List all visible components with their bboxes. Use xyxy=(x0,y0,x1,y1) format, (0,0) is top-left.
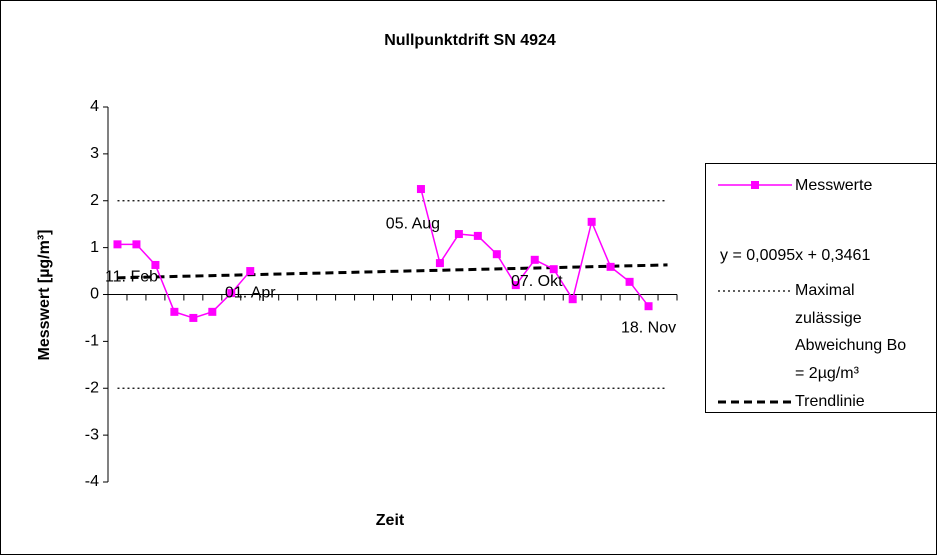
data-point xyxy=(568,295,577,304)
y-tick-label: -1 xyxy=(85,333,99,350)
point-label: 05. Aug xyxy=(386,215,440,232)
legend-label: Messwerte xyxy=(795,177,872,194)
data-point xyxy=(435,259,444,268)
data-point xyxy=(606,262,615,271)
data-point xyxy=(530,255,539,264)
point-label: 07. Okt xyxy=(511,273,563,290)
y-tick-label: 1 xyxy=(90,239,99,256)
legend-marker xyxy=(751,181,759,189)
data-point xyxy=(132,240,141,249)
data-point xyxy=(189,313,198,322)
x-axis-label: Zeit xyxy=(376,512,405,529)
point-label: 11. Feb xyxy=(105,269,158,286)
data-point xyxy=(549,265,558,274)
legend-box xyxy=(705,163,937,413)
data-point xyxy=(208,307,217,316)
data-point xyxy=(227,289,236,298)
data-point xyxy=(170,307,179,316)
data-point xyxy=(246,267,255,276)
y-tick-label: 0 xyxy=(90,286,99,303)
trend-equation: y = 0,0095x + 0,3461 xyxy=(720,247,870,264)
point-label: 01. Apr xyxy=(225,284,276,301)
legend-label: Maximal zulässige Abweichung Bo = 2µg/m³ xyxy=(795,282,907,382)
data-point xyxy=(644,302,653,311)
legend-label: Trendlinie xyxy=(795,393,865,410)
y-tick-label: -2 xyxy=(85,379,99,396)
data-point xyxy=(416,185,425,194)
data-point xyxy=(625,277,634,286)
point-label: 18. Nov xyxy=(621,319,676,336)
y-axis-label: Messwert [µg/m³] xyxy=(36,229,53,360)
y-tick-label: 3 xyxy=(90,145,99,162)
y-tick-label: -3 xyxy=(85,426,99,443)
data-point xyxy=(151,260,160,269)
chart-title: Nullpunktdrift SN 4924 xyxy=(384,32,556,49)
data-point xyxy=(454,230,463,239)
y-tick-label: 4 xyxy=(90,98,99,115)
data-point xyxy=(587,217,596,226)
data-point xyxy=(511,281,520,290)
y-tick-label: -4 xyxy=(85,473,99,490)
data-point xyxy=(492,250,501,259)
data-point xyxy=(113,240,122,249)
y-tick-label: 2 xyxy=(90,192,99,209)
trendline xyxy=(117,263,668,280)
data-point xyxy=(473,231,482,240)
